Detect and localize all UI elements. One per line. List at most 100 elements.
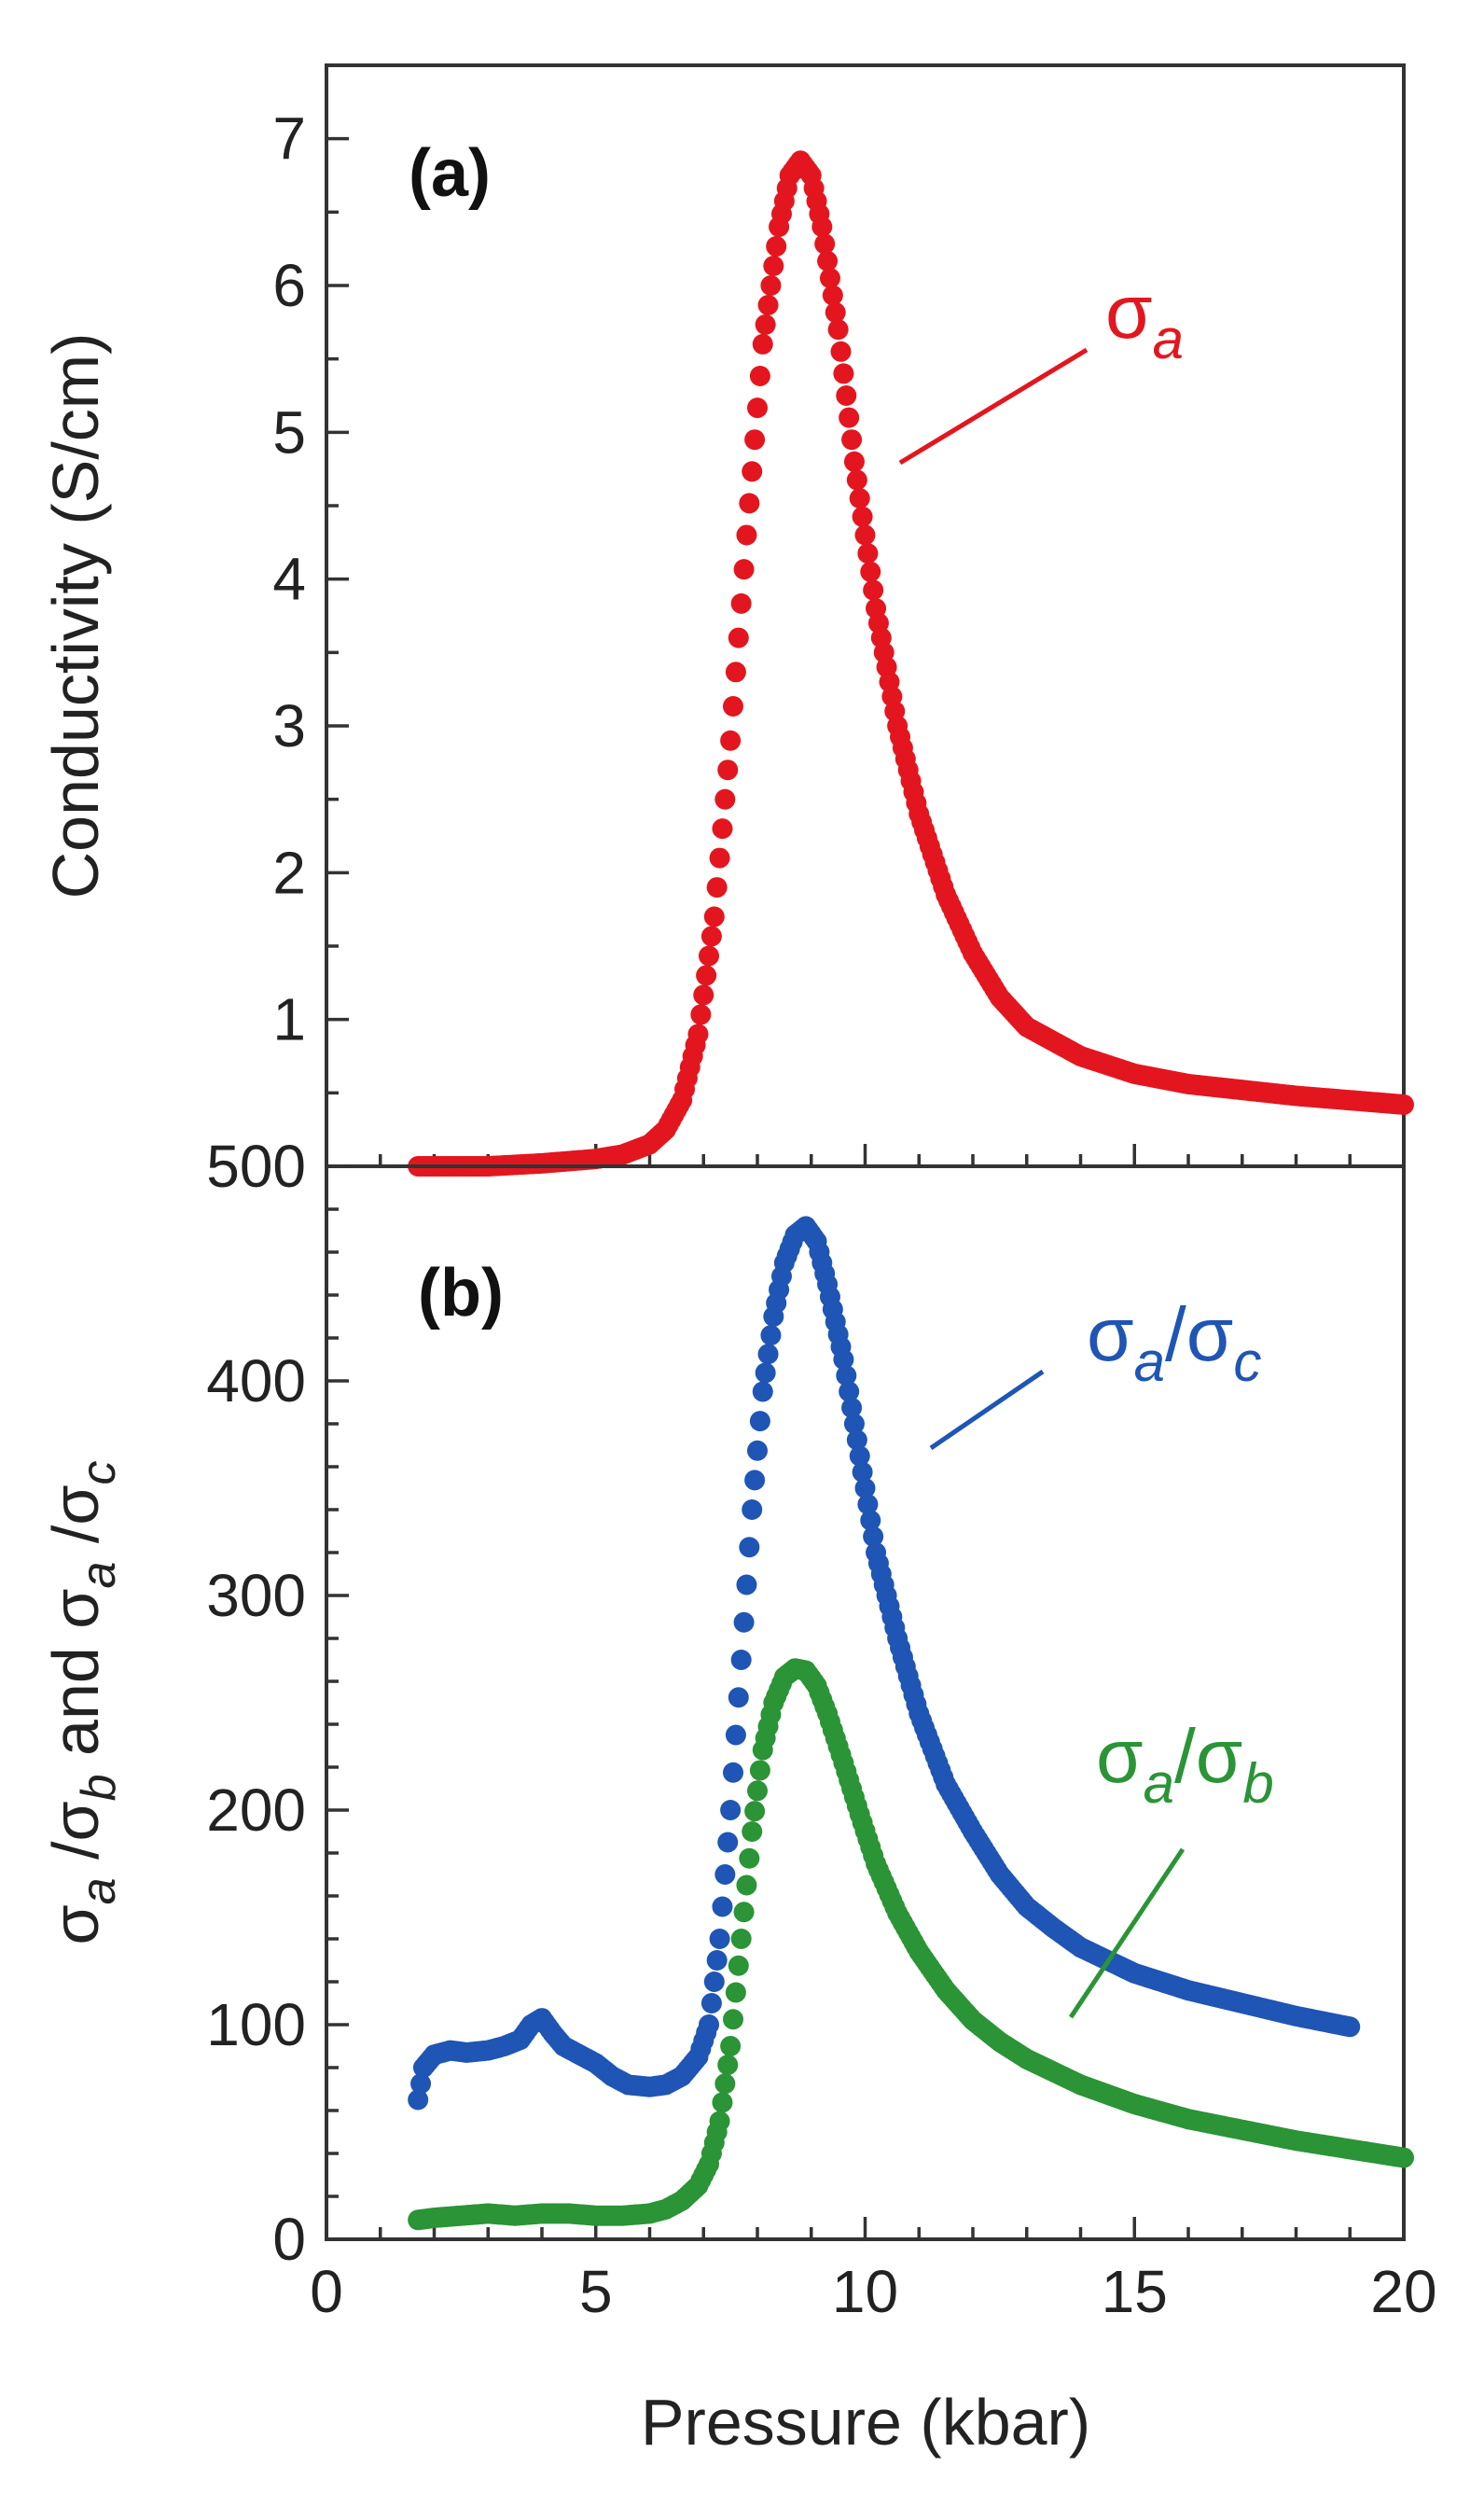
sigma-ac-point <box>720 1800 742 1820</box>
sigma-a-point <box>836 385 857 406</box>
sigma-a-point <box>843 451 865 472</box>
sigma-ac-point <box>730 1650 752 1670</box>
sigma-ac-point <box>760 1325 782 1346</box>
sigma-ac-point <box>852 1461 873 1483</box>
sigma-a-point <box>730 592 752 614</box>
sigma-ac-annotation-leader <box>929 1369 1045 1451</box>
x-tick-label: 5 <box>579 2258 613 2325</box>
sigma-ac-point <box>857 1494 879 1515</box>
panel-b-label: (b) <box>418 1256 504 1331</box>
sigma-ab-point <box>742 1821 763 1842</box>
sigma-a-point <box>757 294 779 315</box>
ylabel-part-and-sigma: and σ <box>39 1588 112 1774</box>
sigma-ac-point <box>699 2014 720 2035</box>
sigma-a-point <box>819 268 840 289</box>
x-tick-label: 10 <box>832 2258 898 2325</box>
x-tick-label: 15 <box>1102 2258 1168 2325</box>
sigma-a-point <box>863 579 884 601</box>
sigma-ac-annotation-sub-c: c <box>1233 1331 1261 1393</box>
panel-a: 1 2 3 4 5 6 7 (a) Conductivity (S/cm) σa <box>39 63 1414 1177</box>
panel-a-y-ticks: 1 2 3 4 5 6 7 <box>272 105 349 1095</box>
sigma-ab-point <box>709 2111 730 2132</box>
sigma-a-point <box>811 216 833 238</box>
sigma-ac-point <box>714 1864 736 1885</box>
x-tick-label: 0 <box>310 2258 343 2325</box>
sigma-a-point <box>822 285 843 306</box>
panel-a-y-tick-label: 2 <box>272 839 306 906</box>
panel-b-x-ticks: 0 5 10 15 20 <box>310 2217 1437 2325</box>
sigma-a-point <box>744 429 766 451</box>
sigma-ac-point <box>836 1365 857 1386</box>
sigma-ac-annotation: σa/σc <box>1087 1292 1261 1393</box>
sigma-ab-point <box>712 2092 733 2113</box>
sigma-ac-point <box>757 1344 779 1365</box>
sigma-a-point <box>693 984 714 1006</box>
sigma-ac-annotation-sigma: σ <box>1087 1292 1134 1377</box>
sigma-a-point <box>1394 1094 1414 1115</box>
sigma-a-point <box>699 945 720 967</box>
sigma-a-point <box>714 788 736 810</box>
sigma-a-point <box>839 407 860 428</box>
sigma-ab-point <box>723 2009 744 2030</box>
sigma-ab-point <box>1394 2147 1414 2168</box>
sigma-a-point <box>857 543 879 564</box>
sigma-ab-point <box>747 1780 768 1802</box>
panel-a-annotation-leader <box>898 347 1089 466</box>
sigma-ab-point <box>725 1982 746 2003</box>
panel-a-label: (a) <box>409 136 491 211</box>
sigma-a-point <box>739 493 760 514</box>
sigma-ac-point <box>849 1445 870 1467</box>
panel-a-y-tick-label: 1 <box>272 986 306 1053</box>
panel-b-y-tick-label: 500 <box>206 1133 306 1200</box>
panel-b-y-tick-label: 400 <box>206 1347 306 1414</box>
ylabel-part-sub-a-1: a <box>72 1877 126 1904</box>
panel-b-y-ticks: 0 100 200 300 400 500 <box>206 1133 349 2273</box>
sigma-ac-point <box>703 1972 725 1992</box>
sigma-ac-point <box>728 1687 749 1708</box>
sigma-ab-point <box>749 1760 770 1781</box>
sigma-a-point <box>687 1024 709 1045</box>
sigma-ac-point <box>706 1950 728 1971</box>
sigma-ac-point <box>854 1478 876 1498</box>
sigma-ac-annotation-sub-a: a <box>1134 1331 1165 1393</box>
sigma-a-point <box>760 275 782 296</box>
sigma-a-point <box>814 233 836 255</box>
sigma-ac-point <box>725 1724 746 1746</box>
ylabel-part-sub-c: c <box>72 1460 126 1484</box>
panel-b-y-axis-title: σa /σb and σa /σc <box>39 1460 126 1944</box>
ylabel-part-slash-sigma-1: /σ <box>39 1801 112 1877</box>
panel-a-y-tick-label: 6 <box>272 252 306 319</box>
sigma-ac-point <box>843 1414 865 1434</box>
ylabel-part-sub-b: b <box>72 1774 126 1801</box>
sigma-a-point <box>852 506 873 527</box>
sigma-a-point <box>720 730 742 751</box>
sigma-a-point <box>817 250 839 272</box>
sigma-a-point <box>709 847 730 869</box>
sigma-a-point <box>733 559 755 580</box>
sigma-ac-point <box>736 1574 757 1595</box>
sigma-ab-point <box>720 2036 742 2056</box>
sigma-ac-point <box>717 1832 739 1853</box>
x-tick-label: 20 <box>1370 2258 1436 2325</box>
sigma-ab-annotation-sigma: σ <box>1096 1714 1144 1799</box>
panel-a-y-tick-label: 5 <box>272 398 306 466</box>
sigma-ab-point <box>744 1801 766 1822</box>
sigma-a-annotation: σa <box>1105 270 1184 370</box>
panel-a-y-tick-label: 7 <box>272 105 306 173</box>
sigma-ac-point <box>747 1440 768 1461</box>
sigma-a-point <box>690 1004 712 1025</box>
sigma-ac-point <box>846 1429 867 1451</box>
sigma-a-point <box>717 759 739 781</box>
sigma-a-point <box>728 627 749 648</box>
sigma-a-point <box>725 662 746 683</box>
sigma-a-point <box>752 333 773 355</box>
sigma-ab-point <box>739 1847 760 1869</box>
sigma-a-point <box>703 906 725 927</box>
sigma-a-point <box>766 236 787 258</box>
sigma-ac-point <box>744 1470 766 1491</box>
sigma-a-point <box>833 363 854 384</box>
sigma-ac-point <box>723 1762 744 1783</box>
sigma-a-point <box>723 696 744 718</box>
